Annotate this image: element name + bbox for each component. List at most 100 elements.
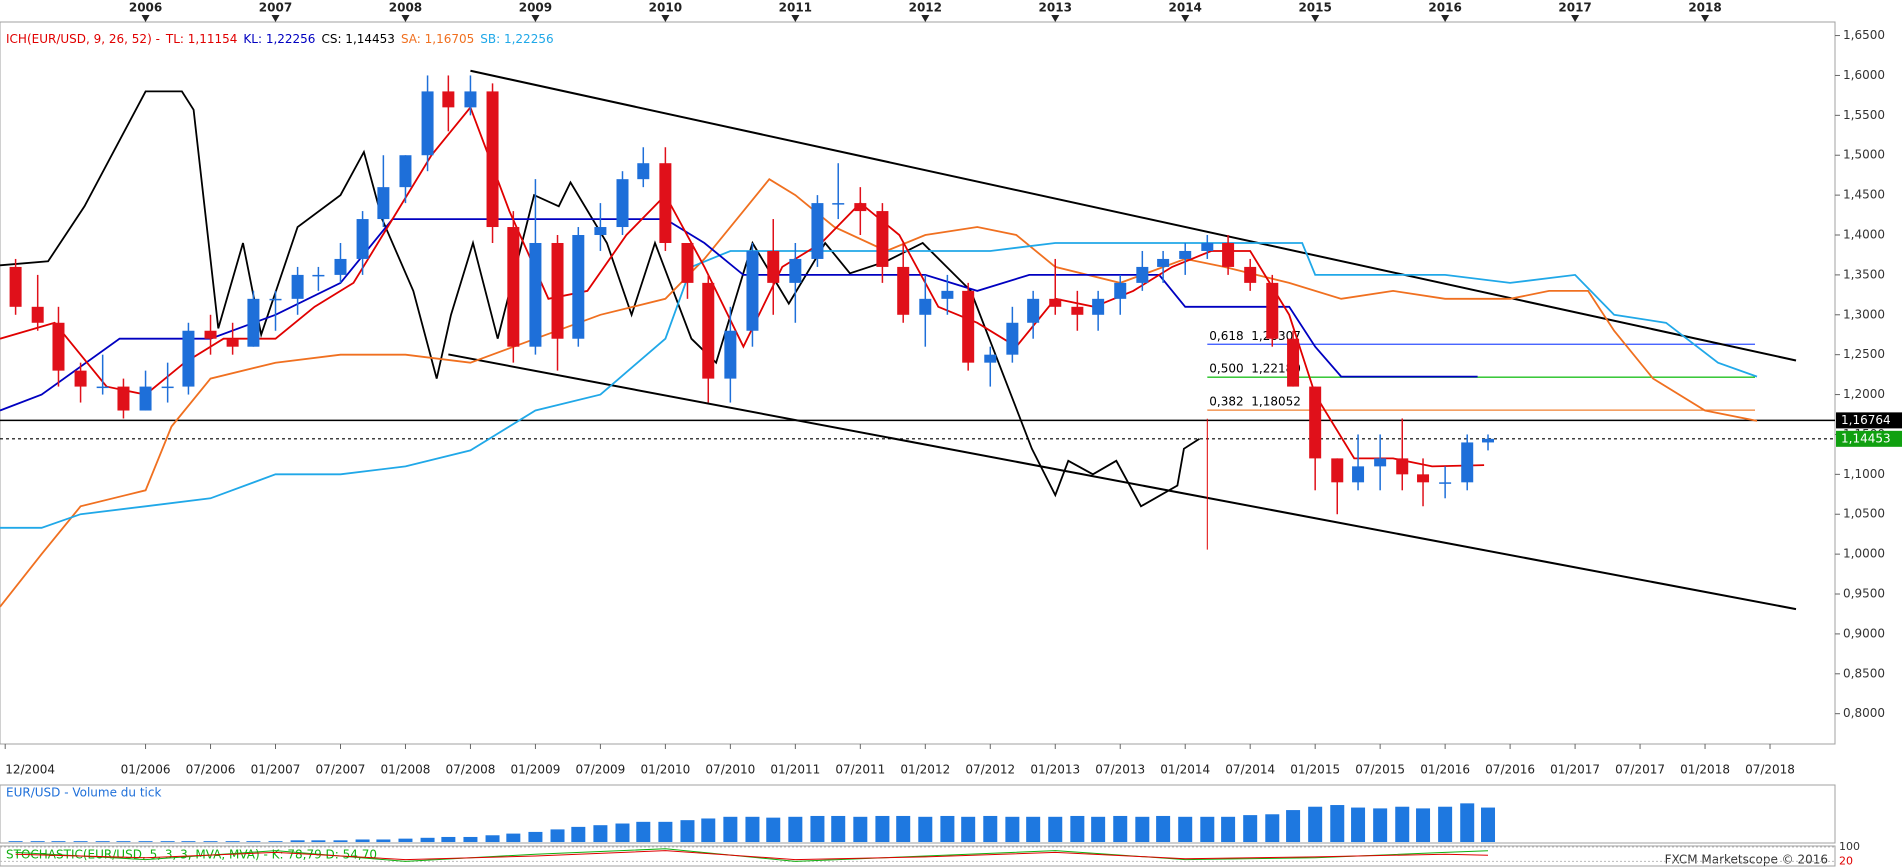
volume-bar <box>896 815 911 842</box>
volume-bar <box>1026 816 1041 842</box>
volume-bar <box>1005 816 1020 842</box>
candle-body <box>594 227 607 236</box>
candle-body <box>1006 322 1019 355</box>
x-tick-label: 07/2017 <box>1615 763 1665 777</box>
volume-bar <box>1135 816 1150 842</box>
volume-bar <box>983 815 998 842</box>
volume-bar <box>116 841 131 842</box>
volume-bar <box>636 821 651 842</box>
volume-bar <box>940 815 955 842</box>
x-tick-label: 07/2010 <box>705 763 755 777</box>
candle-body <box>702 282 715 379</box>
volume-bar <box>51 841 66 842</box>
plot-frame <box>0 21 1836 745</box>
indicator-line <box>0 90 1200 508</box>
stoch-tick-label: 20 <box>1839 854 1853 867</box>
x-tick-label: 01/2013 <box>1030 763 1080 777</box>
volume-bar <box>1460 803 1475 842</box>
x-tick-label: 01/2006 <box>121 763 171 777</box>
candle-body <box>811 203 824 259</box>
candle-body <box>117 386 130 411</box>
y-tick-label: 1,0500 <box>1843 507 1885 521</box>
candle-body <box>659 163 672 243</box>
stoch-tick-label: 100 <box>1839 840 1860 853</box>
top-tick-label: 2008 <box>389 1 422 15</box>
candle-body <box>291 274 304 299</box>
volume-bar <box>1048 816 1063 842</box>
top-tick-label: 2014 <box>1169 1 1202 15</box>
candle-body <box>1201 242 1214 251</box>
legend-item: SB: 1,22256 <box>480 32 554 46</box>
candle-body <box>74 370 87 387</box>
candle-body <box>1071 306 1084 315</box>
y-tick-label: 0,9500 <box>1843 587 1885 601</box>
volume-bar <box>1221 816 1236 842</box>
candle-body <box>312 274 325 277</box>
volume-bar <box>463 836 478 842</box>
candle-body <box>204 330 217 339</box>
top-tick-label: 2006 <box>129 1 162 15</box>
volume-bar <box>853 816 868 842</box>
top-tick-label: 2013 <box>1039 1 1072 15</box>
y-tick-label: 1,4500 <box>1843 188 1885 202</box>
x-tick-label: 07/2012 <box>965 763 1015 777</box>
volume-bar <box>181 841 196 842</box>
volume-bar <box>1330 805 1345 842</box>
top-tick <box>791 15 800 22</box>
legend-item: ICH(EUR/USD, 9, 26, 52) - <box>6 32 160 46</box>
volume-bar <box>441 836 456 842</box>
y-tick-label: 0,8500 <box>1843 666 1885 680</box>
candle-body <box>832 203 845 205</box>
volume-bar <box>376 839 391 842</box>
volume-bar <box>550 829 565 842</box>
candle-body <box>941 290 954 299</box>
candle-body <box>1309 386 1322 459</box>
x-tick-label: 07/2006 <box>186 763 236 777</box>
candle-body <box>399 155 412 188</box>
candle-body <box>1439 482 1452 484</box>
volume-bar <box>788 816 803 842</box>
trend-line <box>448 353 1797 611</box>
candle-body <box>31 306 44 323</box>
candle-body <box>1331 458 1344 483</box>
price-tag-label: 1,16764 <box>1841 413 1891 427</box>
top-tick <box>1311 15 1320 22</box>
volume-bar <box>311 840 326 842</box>
fib-ratio: 0,382 <box>1209 395 1243 409</box>
candle-body <box>962 290 975 363</box>
candle-body <box>182 330 195 387</box>
fib-value: 1,18052 <box>1251 395 1301 409</box>
top-tick <box>1571 15 1580 22</box>
x-tick-label: 07/2009 <box>575 763 625 777</box>
candle-body <box>96 386 109 389</box>
top-tick-label: 2016 <box>1428 1 1461 15</box>
footer: FXCM Marketscope © 2016 <box>1665 853 1828 867</box>
volume-bar <box>766 817 781 842</box>
candle-body <box>746 250 759 331</box>
candle-body <box>1222 242 1235 267</box>
candle-body <box>1287 338 1300 387</box>
x-tick-label: 01/2015 <box>1290 763 1340 777</box>
candle-body <box>984 354 997 363</box>
top-tick <box>1441 15 1450 22</box>
volume-bar <box>355 839 370 842</box>
candle-body <box>854 203 867 212</box>
x-tick-label: 07/2008 <box>446 763 496 777</box>
price-tag-label: 1,14453 <box>1841 431 1891 445</box>
top-tick-label: 2011 <box>779 1 812 15</box>
volume-bar <box>1243 815 1258 842</box>
volume-bar <box>268 841 283 842</box>
volume-bar <box>918 816 933 842</box>
volume-bar <box>810 815 825 842</box>
y-tick-label: 1,5500 <box>1843 108 1885 122</box>
volume-bar <box>225 841 240 842</box>
candle-body <box>442 91 455 108</box>
y-tick-label: 1,4000 <box>1843 228 1885 242</box>
volume-bar <box>528 831 543 842</box>
candle-body <box>572 235 585 339</box>
x-tick-label: 01/2014 <box>1160 763 1210 777</box>
volume-bar <box>420 837 435 842</box>
volume-bar <box>1395 806 1410 842</box>
candle-body <box>1092 298 1105 315</box>
